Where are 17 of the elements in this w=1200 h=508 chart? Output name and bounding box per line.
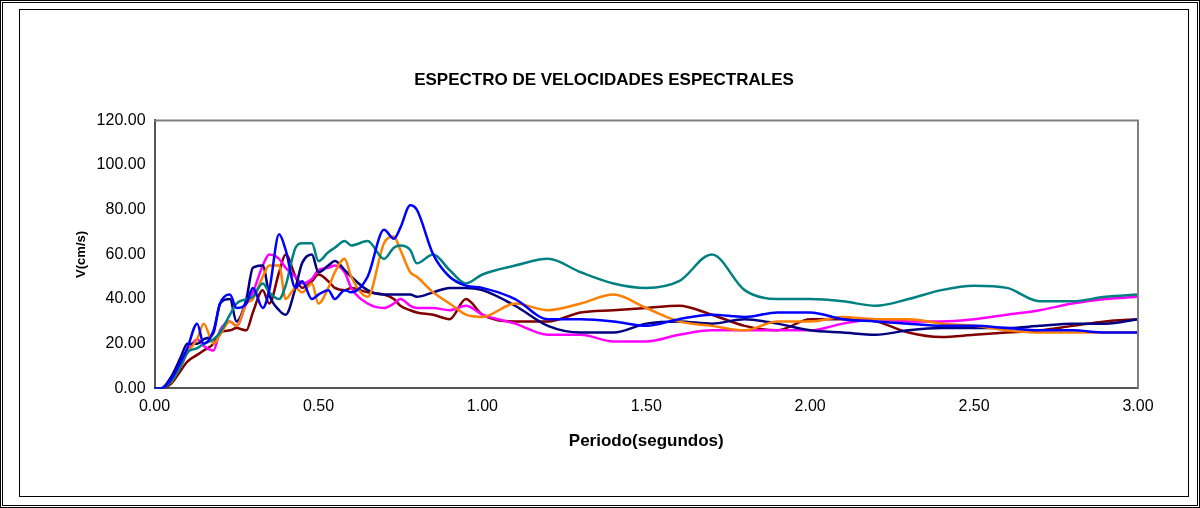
- y-tick-label: 60.00: [105, 244, 146, 262]
- x-tick-label: 2.50: [958, 397, 990, 415]
- x-tick-label: 0.00: [138, 397, 171, 415]
- y-tick-label: 20.00: [105, 334, 146, 352]
- x-tick-label: 1.00: [466, 397, 499, 415]
- x-axis-title: Periodo(segundos): [568, 431, 724, 451]
- y-tick-label: 80.00: [105, 200, 146, 218]
- x-tick-label: 1.50: [630, 397, 662, 415]
- x-tick-label: 3.00: [1122, 397, 1154, 415]
- x-tick-label: 0.50: [302, 397, 335, 415]
- y-axis-title: V(cm/s): [73, 230, 89, 278]
- y-tick-label: 120.00: [96, 110, 146, 128]
- chart-title: ESPECTRO DE VELOCIDADES ESPECTRALES: [414, 69, 794, 89]
- y-tick-label: 40.00: [105, 289, 146, 307]
- x-tick-label: 2.00: [794, 397, 826, 415]
- y-tick-label: 0.00: [114, 378, 146, 396]
- y-tick-label: 100.00: [96, 155, 146, 173]
